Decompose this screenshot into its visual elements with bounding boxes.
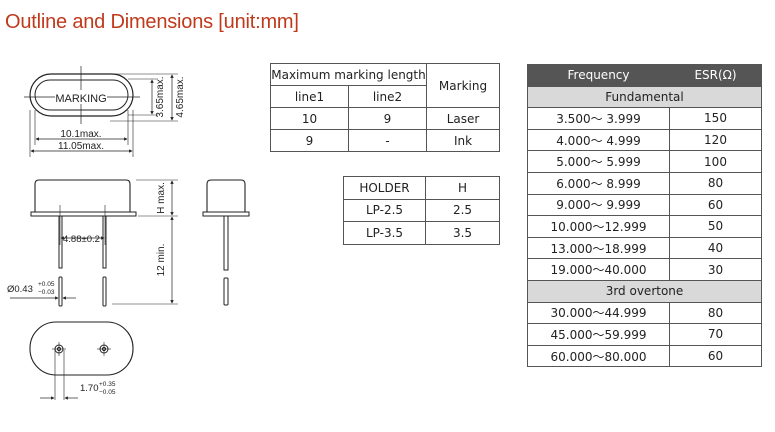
table-row: 19.000～40.000 30 <box>527 258 762 281</box>
cell-holder: LP-3.5 <box>343 221 426 245</box>
cell-frequency: 10.000～12.999 <box>527 215 670 238</box>
dim-offset-minus: −0.05 <box>99 389 116 396</box>
dim-outer-width: 11.05max. <box>58 141 104 152</box>
dim-h: H max. <box>156 182 167 214</box>
side-view: 4.88±0.2 H max. 12 min. Ø0.43 +0.05 −0.0… <box>7 179 178 307</box>
table-row: 30.000～44.999 80 <box>527 301 762 325</box>
cell-frequency: 60.000～80.000 <box>527 344 670 368</box>
header-holder: HOLDER <box>343 176 426 200</box>
table-row: 9.000～ 9.999 60 <box>527 193 762 217</box>
table-row: 6.000～ 8.999 80 <box>527 171 762 195</box>
table-row: 9- Ink <box>270 129 500 152</box>
cell-frequency: 5.000～ 5.999 <box>527 150 670 173</box>
dim-inner-height: 3.65max. <box>155 76 166 117</box>
cell-frequency: 19.000～40.000 <box>527 258 670 281</box>
cell-line1: 9 <box>270 129 349 152</box>
table-row: 3.500～ 3.999 150 <box>527 107 762 130</box>
cell-h: 2.5 <box>425 198 500 222</box>
cell-frequency: 4.000～ 4.999 <box>527 128 670 152</box>
cell-frequency: 3.500～ 3.999 <box>527 107 670 130</box>
header-line2: line2 <box>348 85 427 108</box>
top-view: MARKING 3.65max. 4.65max. 10.1max. 11.05… <box>24 66 186 157</box>
cell-esr: 150 <box>669 107 762 130</box>
dim-offset-plus: +0.35 <box>99 381 116 388</box>
table-row: LP-3.5 3.5 <box>343 221 500 245</box>
cell-marking: Ink <box>426 129 500 152</box>
dim-lead-dia: Ø0.43 <box>7 284 33 295</box>
header-frequency: Frequency <box>527 64 670 87</box>
dim-offset: 1.70 <box>80 383 99 394</box>
marking-table: Maximum marking length Marking line1 lin… <box>270 63 500 152</box>
header-esr: ESR(Ω) <box>669 64 762 87</box>
cell-line1: 10 <box>270 107 349 130</box>
cell-holder: LP-2.5 <box>343 198 426 222</box>
cell-esr: 60 <box>669 193 762 217</box>
bottom-view: 1.70 +0.35 −0.05 <box>29 321 134 400</box>
cell-esr: 80 <box>669 301 762 325</box>
dim-lead-dia-minus: −0.03 <box>38 289 55 296</box>
page-title: Outline and Dimensions [unit:mm] <box>5 11 299 33</box>
dim-outer-height: 4.65max. <box>175 76 186 117</box>
cell-esr: 60 <box>669 344 762 368</box>
table-row: 10 9 Laser <box>270 107 500 130</box>
section-overtone: 3rd overtone <box>527 279 762 303</box>
table-row: LP-2.5 2.5 <box>343 198 500 222</box>
cell-frequency: 6.000～ 8.999 <box>527 171 670 195</box>
marking-label: MARKING <box>55 93 106 105</box>
header-marking: Marking <box>426 63 500 108</box>
table-row: 4.000～ 4.999 120 <box>527 128 762 152</box>
outline-drawing: MARKING 3.65max. 4.65max. 10.1max. 11.05… <box>7 66 250 400</box>
dim-lead-length: 12 min. <box>156 244 167 277</box>
cell-frequency: 45.000～59.999 <box>527 323 670 346</box>
cell-h: 3.5 <box>425 221 500 245</box>
cell-esr: 100 <box>669 150 762 173</box>
table-row: 10.000～12.999 50 <box>527 215 762 238</box>
esr-table: Frequency ESR(Ω) Fundamental 3.500～ 3.999… <box>527 64 762 368</box>
cell-frequency: 13.000～18.999 <box>527 236 670 260</box>
cell-line2: 9 <box>348 107 427 130</box>
table-row: 13.000～18.999 40 <box>527 236 762 260</box>
cell-esr: 50 <box>669 215 762 238</box>
cell-esr: 80 <box>669 171 762 195</box>
header-max-marking-length: Maximum marking length <box>270 63 427 86</box>
cell-esr: 120 <box>669 128 762 152</box>
cell-esr: 30 <box>669 258 762 281</box>
holder-table: HOLDER H LP-2.5 2.5 LP-3.5 3.5 <box>343 176 500 245</box>
cell-esr: 70 <box>669 323 762 346</box>
cell-marking: Laser <box>426 107 500 130</box>
header-h: H <box>425 176 500 200</box>
end-view <box>202 179 250 306</box>
cell-frequency: 9.000～ 9.999 <box>527 193 670 217</box>
table-row: 45.000～59.999 70 <box>527 323 762 346</box>
cell-line2: - <box>348 129 427 152</box>
cell-frequency: 30.000～44.999 <box>527 301 670 325</box>
section-fundamental: Fundamental <box>527 85 762 109</box>
dim-pitch: 4.88±0.2 <box>63 234 100 245</box>
dim-lead-dia-plus: +0.05 <box>38 281 55 288</box>
table-row: 60.000～80.000 60 <box>527 344 762 368</box>
cell-esr: 40 <box>669 236 762 260</box>
header-line1: line1 <box>270 85 349 108</box>
dim-inner-width: 10.1max. <box>60 129 101 140</box>
table-row: 5.000～ 5.999 100 <box>527 150 762 173</box>
